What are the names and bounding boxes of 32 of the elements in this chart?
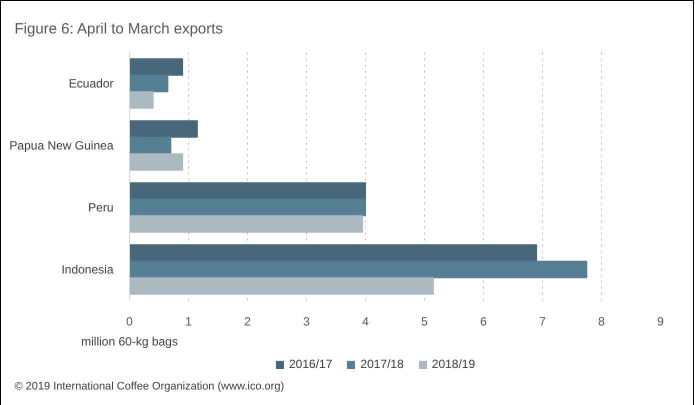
- x-tick-label: 1: [185, 314, 192, 328]
- x-tick-label: 6: [480, 314, 488, 328]
- bar: [130, 120, 198, 138]
- y-tick-label: Papua New Guinea: [9, 138, 114, 152]
- bar: [130, 182, 366, 200]
- y-tick-label: Ecuador: [68, 76, 114, 90]
- x-tick-label: 8: [598, 314, 606, 328]
- bar: [130, 153, 184, 171]
- bar: [130, 198, 366, 216]
- bar: [130, 91, 154, 109]
- bar: [130, 74, 168, 92]
- x-tick-label: 2: [244, 314, 252, 328]
- bar: [130, 58, 184, 76]
- x-tick-label: 3: [303, 314, 310, 328]
- bar: [130, 277, 434, 295]
- x-tick-label: 4: [362, 314, 370, 328]
- bar: [130, 244, 538, 262]
- x-tick-label: 0: [126, 314, 134, 328]
- legend-label: 2017/18: [360, 356, 404, 372]
- text: © 2019 International Coffee Organization (www.ico.org): [14, 380, 284, 392]
- chart-title: Figure 6: April to March exports: [14, 20, 223, 38]
- x-tick-label: 9: [657, 314, 664, 328]
- legend-label: 2018/19: [432, 356, 476, 372]
- bar: [130, 136, 172, 154]
- legend-label: 2016/17: [289, 356, 332, 372]
- x-tick-label: 7: [539, 314, 546, 328]
- y-tick-label: Indonesia: [61, 262, 114, 276]
- x-tick-label: 5: [421, 314, 428, 328]
- bar: [130, 260, 588, 278]
- y-tick-label: Peru: [88, 200, 114, 214]
- bar: [130, 215, 364, 233]
- x-axis-title: million 60-kg bags: [81, 334, 178, 348]
